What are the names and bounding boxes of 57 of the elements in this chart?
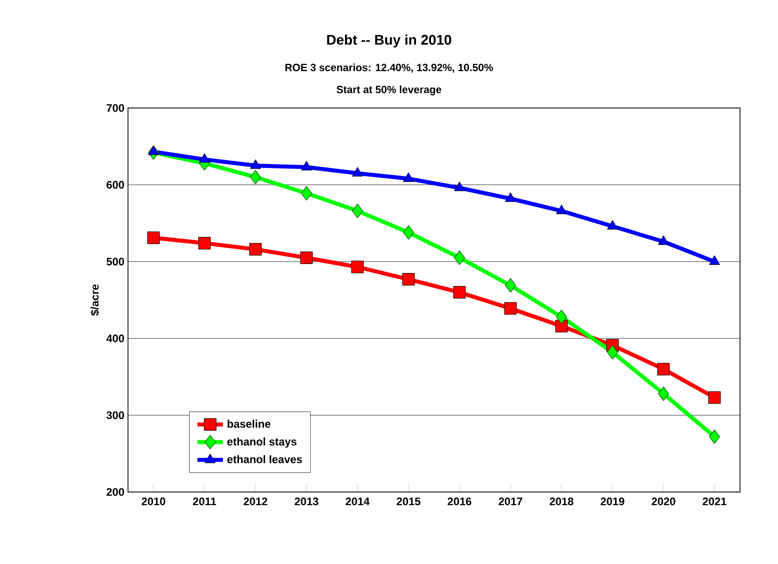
point [300,252,313,264]
x-tick-label: 2015 [396,498,420,506]
y-axis-title: $/acre [90,284,100,316]
point [709,255,720,265]
point [556,310,568,324]
point [403,172,414,182]
x-tick-label: 2021 [702,498,726,506]
point [657,362,670,376]
point [147,232,160,244]
point [658,235,669,245]
point [199,153,210,163]
point [402,273,415,286]
point [505,192,516,202]
point [505,278,516,293]
point [556,204,567,214]
point [198,236,211,250]
chart-title: Debt -- Buy in 2010 [327,34,452,48]
point [607,220,618,230]
legend-label: ethanol leaves [227,455,302,464]
text: ROE 3 scenarios: 12.40%, 13.92%, 10.50% [285,64,493,73]
y-tick-label: 500 [106,258,124,266]
x-tick-label: 2018 [550,498,574,506]
x-tick-label: 2014 [346,498,370,506]
point [351,260,364,274]
point [250,159,261,169]
point [658,386,670,401]
point [708,391,721,404]
x-tick-label: 2020 [652,498,676,506]
point [352,204,364,218]
point [250,170,262,184]
legend-label: baseline [228,420,270,428]
point [148,146,159,156]
x-tick-label: 2010 [142,498,166,506]
point [352,167,363,177]
y-tick-label: 200 [106,488,124,496]
y-tick-label: 700 [106,104,124,112]
x-tick-label: 2013 [294,498,318,506]
point [504,302,517,315]
point [709,429,720,444]
point [403,225,414,240]
x-tick-label: 2017 [498,498,522,506]
x-tick-label: 2016 [448,498,472,506]
point [249,243,262,256]
x-tick-label: 2012 [244,498,268,506]
point [301,186,312,200]
point [454,182,465,192]
point [453,286,466,299]
legend-label: ethanol stays [227,437,296,448]
y-tick-label: 300 [106,411,124,420]
point [301,160,312,170]
x-tick-label: 2019 [600,498,624,506]
y-tick-label: 400 [106,334,124,342]
text: Start at 50% leverage [336,86,442,96]
point [454,250,466,266]
point [607,344,618,360]
x-tick-label: 2011 [192,498,216,506]
y-tick-label: 600 [106,180,124,189]
